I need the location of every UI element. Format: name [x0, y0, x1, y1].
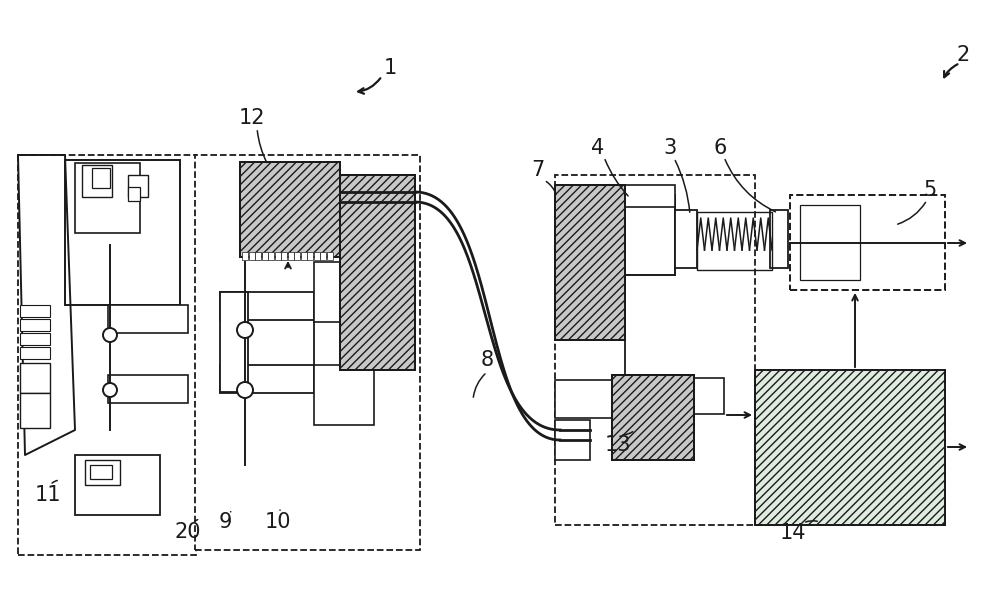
- Bar: [327, 252, 333, 260]
- Bar: [555, 185, 625, 340]
- Bar: [555, 380, 612, 418]
- Text: 4: 4: [591, 138, 605, 158]
- Bar: [320, 252, 326, 260]
- Bar: [20, 363, 50, 393]
- Bar: [242, 252, 248, 260]
- Bar: [314, 292, 342, 392]
- Bar: [314, 262, 374, 322]
- Bar: [555, 175, 755, 525]
- Bar: [128, 187, 140, 201]
- Bar: [800, 205, 860, 280]
- Bar: [90, 465, 112, 479]
- Bar: [128, 175, 148, 197]
- Circle shape: [103, 383, 117, 397]
- Bar: [340, 175, 370, 265]
- Bar: [220, 292, 248, 392]
- Bar: [20, 319, 50, 331]
- Bar: [625, 195, 675, 275]
- Bar: [18, 155, 196, 555]
- Text: 11: 11: [35, 485, 61, 505]
- Text: 1: 1: [383, 58, 397, 78]
- Bar: [20, 305, 50, 317]
- Circle shape: [103, 328, 117, 342]
- Text: 14: 14: [780, 523, 806, 543]
- Bar: [612, 375, 694, 460]
- Text: 7: 7: [531, 160, 545, 180]
- Bar: [694, 378, 724, 414]
- Bar: [314, 365, 374, 425]
- Bar: [314, 252, 320, 260]
- Bar: [294, 252, 300, 260]
- Text: 20: 20: [175, 522, 201, 542]
- Bar: [240, 162, 340, 257]
- Bar: [220, 292, 340, 320]
- Bar: [697, 212, 772, 270]
- Text: 5: 5: [923, 180, 937, 200]
- Bar: [75, 455, 160, 515]
- Text: 8: 8: [480, 350, 494, 370]
- Bar: [255, 252, 261, 260]
- Text: 10: 10: [265, 512, 291, 532]
- Bar: [340, 175, 415, 370]
- Bar: [675, 210, 697, 268]
- Text: 9: 9: [218, 512, 232, 532]
- Bar: [307, 252, 313, 260]
- Circle shape: [237, 382, 253, 398]
- Text: 12: 12: [239, 108, 265, 128]
- Bar: [240, 162, 340, 257]
- Bar: [612, 375, 694, 460]
- Bar: [275, 252, 281, 260]
- Bar: [770, 210, 788, 268]
- Bar: [755, 370, 945, 525]
- Bar: [108, 305, 188, 333]
- Bar: [20, 347, 50, 359]
- Bar: [790, 195, 945, 290]
- Bar: [262, 252, 268, 260]
- Bar: [220, 365, 340, 393]
- Text: 3: 3: [663, 138, 677, 158]
- Bar: [288, 252, 294, 260]
- Bar: [555, 185, 625, 340]
- Bar: [20, 333, 50, 345]
- Bar: [65, 160, 180, 305]
- Bar: [281, 252, 287, 260]
- Bar: [108, 375, 188, 403]
- Bar: [340, 175, 415, 370]
- Bar: [195, 155, 420, 550]
- Text: 13: 13: [605, 435, 631, 455]
- Bar: [755, 370, 945, 525]
- Bar: [85, 460, 120, 485]
- Circle shape: [237, 322, 253, 338]
- Bar: [92, 168, 110, 188]
- Bar: [75, 163, 140, 233]
- Bar: [268, 252, 274, 260]
- Bar: [555, 420, 590, 460]
- Bar: [301, 252, 307, 260]
- Bar: [82, 165, 112, 197]
- Bar: [555, 185, 675, 207]
- Bar: [249, 252, 255, 260]
- Text: 6: 6: [713, 138, 727, 158]
- Bar: [20, 393, 50, 428]
- Text: 2: 2: [956, 45, 970, 65]
